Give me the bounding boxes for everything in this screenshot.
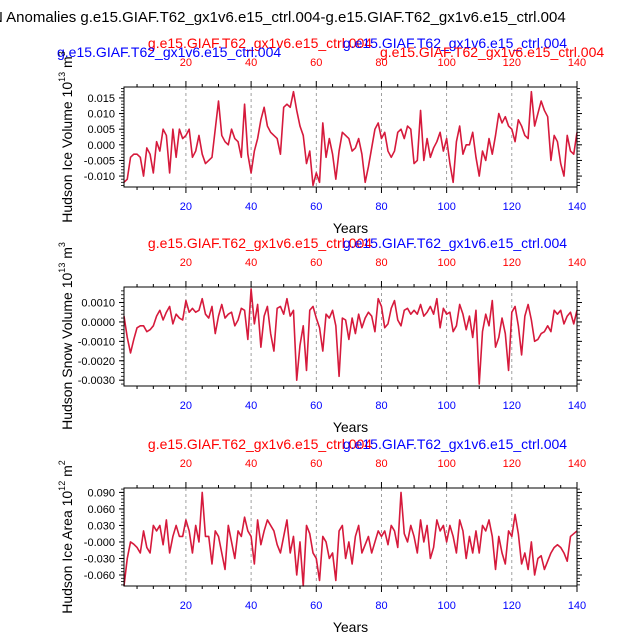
x-tick-label-top: 120 (503, 57, 521, 69)
x-tick-label-top: 140 (568, 257, 586, 269)
run-label-right: g.e15.GIAF.T62_gx1v6.e15_ctrl.004 (380, 44, 604, 60)
plot-frame (123, 86, 578, 188)
x-tick-label-top: 20 (180, 57, 192, 69)
x-tick-label-top: 100 (437, 57, 455, 69)
x-tick-label-top: 120 (503, 458, 521, 470)
x-tick-label-top: 60 (310, 57, 322, 69)
y-tick-label: -0.030 (84, 553, 115, 565)
x-tick-label-bottom: 40 (245, 600, 257, 612)
plot-frame (123, 487, 578, 587)
series-line (123, 288, 578, 385)
y-axis-title: Hudson Ice Volume 1013 m3 (57, 51, 75, 222)
x-tick-label-bottom: 120 (503, 201, 521, 213)
x-tick-label-top: 100 (437, 257, 455, 269)
x-tick-label-bottom: 60 (310, 400, 322, 412)
x-tick-label-bottom: 80 (375, 201, 387, 213)
x-axis-title: Years (333, 419, 368, 435)
x-tick-label-bottom: 100 (437, 600, 455, 612)
x-tick-label-bottom: 20 (180, 400, 192, 412)
x-tick-label-bottom: 40 (245, 201, 257, 213)
panel-hudson-snow-volume: 20 20 40 40 60 60 80 80 100 100 120 120 140 140 -0.003… (57, 235, 586, 435)
x-axis-title: Years (333, 220, 368, 236)
x-tick-label-bottom: 60 (310, 600, 322, 612)
x-axis-title: Years (333, 619, 368, 635)
run-label-left: g.e15.GIAF.T62_gx1v6.e15_ctrl.004 (343, 436, 567, 452)
run-label-left: g.e15.GIAF.T62_gx1v6.e15_ctrl.004 (343, 235, 567, 251)
run-label-left-2: g.e15.GIAF.T62_gx1v6.e15_ctrl.004 (57, 44, 281, 60)
x-tick-label-bottom: 40 (245, 400, 257, 412)
y-tick-label: 0.005 (87, 124, 115, 136)
y-tick-label: 0.060 (87, 504, 115, 516)
y-tick-label: -0.010 (84, 171, 115, 183)
x-tick-label-top: 60 (310, 458, 322, 470)
x-tick-label-bottom: 80 (375, 600, 387, 612)
x-tick-label-bottom: 20 (180, 201, 192, 213)
panel-hudson-ice-area: 20 20 40 40 60 60 80 80 100 100 120 120 140 140 -0.060… (57, 436, 586, 635)
run-label-center: g.e15.GIAF.T62_gx1v6.e15_ctrl.004 (148, 35, 372, 51)
x-tick-label-bottom: 140 (568, 400, 586, 412)
series-line (123, 491, 578, 587)
y-tick-label: 0.0010 (81, 298, 115, 310)
x-tick-label-bottom: 140 (568, 600, 586, 612)
x-tick-label-top: 80 (375, 57, 387, 69)
x-tick-label-top: 80 (375, 257, 387, 269)
x-tick-label-top: 20 (180, 458, 192, 470)
x-tick-label-top: 60 (310, 257, 322, 269)
y-tick-label: 0.090 (87, 487, 115, 499)
y-tick-label: -0.0010 (78, 336, 115, 348)
x-tick-label-bottom: 120 (503, 600, 521, 612)
x-tick-label-top: 80 (375, 458, 387, 470)
x-tick-label-bottom: 20 (180, 600, 192, 612)
x-tick-label-top: 40 (245, 257, 257, 269)
panel-hudson-ice-volume: 20 20 40 40 60 60 80 80 100 100 120 120 140 140 -0.010… (57, 35, 604, 236)
x-tick-label-top: 20 (180, 257, 192, 269)
x-tick-label-bottom: 100 (437, 201, 455, 213)
x-tick-label-top: 40 (245, 57, 257, 69)
x-tick-label-bottom: 100 (437, 400, 455, 412)
x-tick-label-top: 40 (245, 458, 257, 470)
y-tick-label: 0.0000 (81, 317, 115, 329)
y-tick-label: 0.010 (87, 109, 115, 121)
y-tick-label: -0.0020 (78, 356, 115, 368)
run-label-left: g.e15.GIAF.T62_gx1v6.e15_ctrl.004 (343, 35, 567, 51)
y-tick-label: 0.030 (87, 520, 115, 532)
y-axis-title: Hudson Snow Volume 1013 m3 (57, 242, 75, 430)
x-tick-label-top: 140 (568, 458, 586, 470)
y-tick-label: -0.0030 (78, 375, 115, 387)
figure-title: N Anomalies g.e15.GIAF.T62_gx1v6.e15_ctr… (0, 9, 566, 26)
x-tick-label-top: 120 (503, 257, 521, 269)
y-tick-label: 0.000 (87, 140, 115, 152)
x-tick-label-bottom: 140 (568, 201, 586, 213)
x-tick-label-top: 140 (568, 57, 586, 69)
y-tick-label: 0.015 (87, 93, 115, 105)
x-tick-label-bottom: 60 (310, 201, 322, 213)
plot-frame (123, 286, 578, 387)
x-tick-label-bottom: 120 (503, 400, 521, 412)
y-tick-label: -0.005 (84, 155, 115, 167)
x-tick-label-top: 100 (437, 458, 455, 470)
run-label-center: g.e15.GIAF.T62_gx1v6.e15_ctrl.004 (148, 436, 372, 452)
y-tick-label: -0.000 (84, 537, 115, 549)
series-line (123, 90, 578, 187)
y-axis-title: Hudson Ice Area 1012 m2 (57, 460, 75, 614)
run-label-center: g.e15.GIAF.T62_gx1v6.e15_ctrl.004 (148, 235, 372, 251)
x-tick-label-bottom: 80 (375, 400, 387, 412)
y-tick-label: -0.060 (84, 570, 115, 582)
